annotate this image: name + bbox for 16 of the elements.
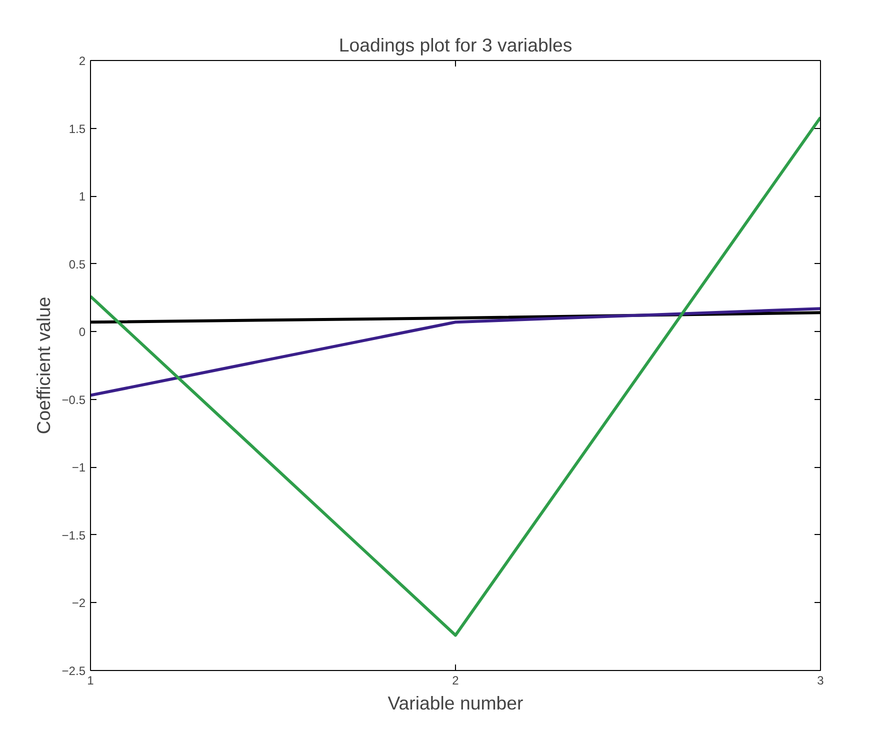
- y-tick-label: 1.5: [68, 122, 86, 136]
- y-tick-label: 2: [78, 54, 86, 68]
- x-tick-label: 2: [452, 674, 460, 688]
- y-tick-label: −1.5: [62, 528, 86, 542]
- y-axis-title: Coefficient value: [32, 296, 54, 434]
- chart-title: Loadings plot for 3 variables: [338, 34, 572, 56]
- y-tick-label: 0.5: [68, 257, 86, 272]
- y-tick-label: −0.5: [62, 392, 86, 407]
- x-axis-title: Variable number: [388, 692, 524, 714]
- y-tick-label: −2: [72, 596, 86, 610]
- y-tick-label: −1: [72, 460, 86, 475]
- x-tick-label: 3: [817, 674, 824, 688]
- y-tick-label: 1: [78, 190, 86, 204]
- y-tick-label: −2.5: [62, 664, 86, 678]
- x-tick-label: 1: [87, 674, 94, 688]
- y-tick-label: 0: [78, 325, 86, 340]
